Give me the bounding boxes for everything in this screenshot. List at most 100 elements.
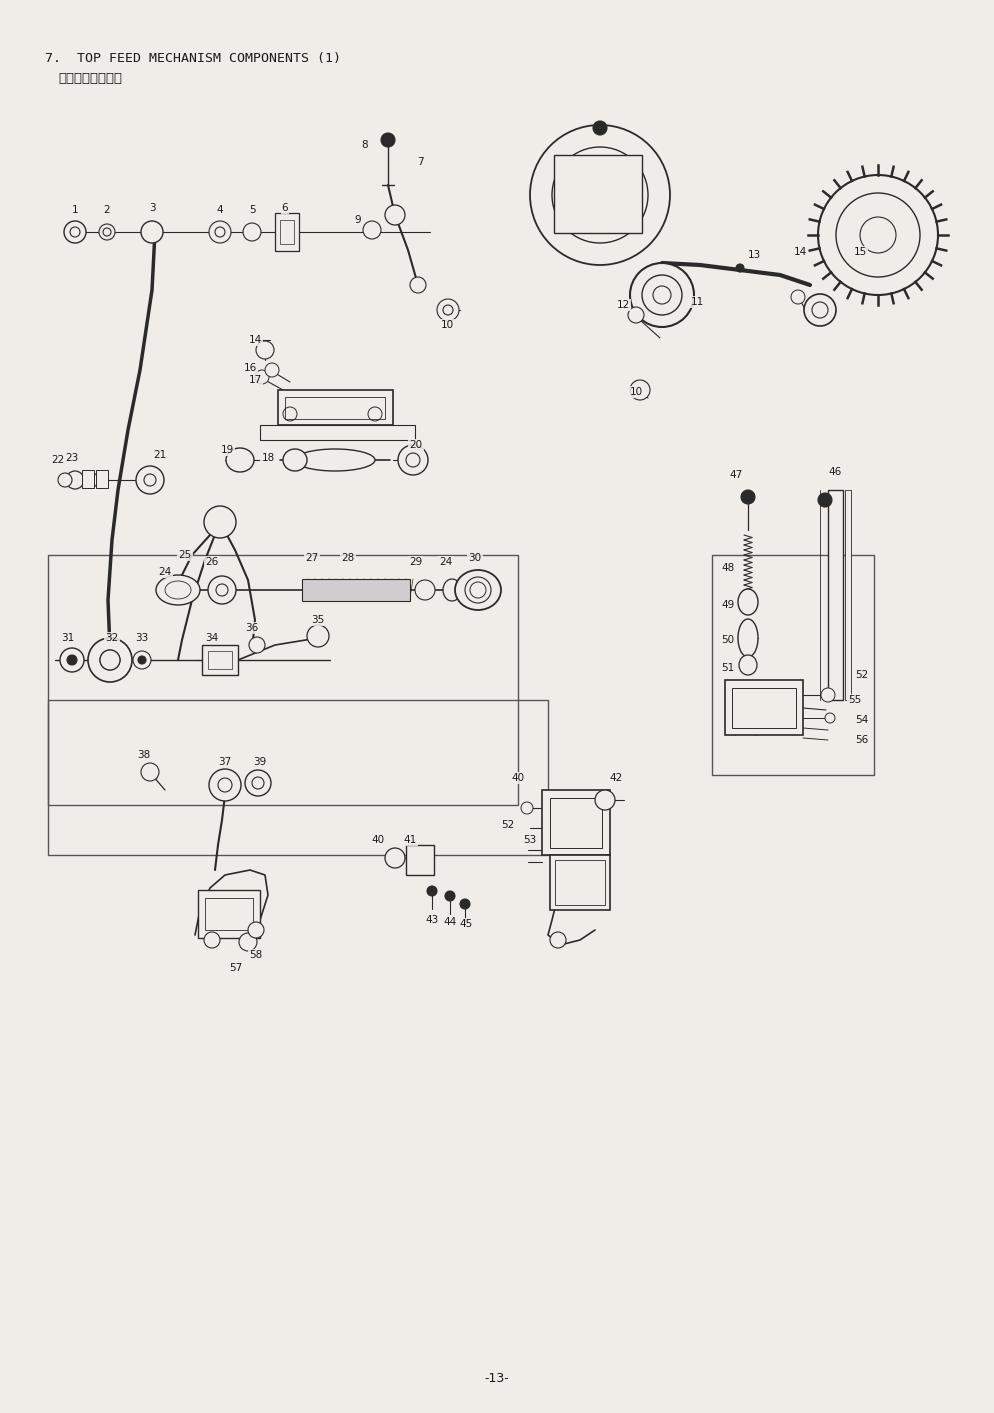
Text: 11: 11: [691, 297, 704, 307]
Text: 39: 39: [253, 757, 266, 767]
Text: 52: 52: [501, 820, 515, 829]
Text: 56: 56: [856, 735, 869, 745]
Circle shape: [427, 886, 437, 896]
Bar: [48, 555, 518, 805]
Circle shape: [88, 639, 132, 682]
Text: 10: 10: [629, 387, 642, 397]
Circle shape: [103, 227, 111, 236]
Circle shape: [818, 493, 832, 507]
Text: 40: 40: [512, 773, 525, 783]
Circle shape: [141, 220, 163, 243]
Circle shape: [58, 473, 72, 487]
Text: 49: 49: [722, 601, 735, 610]
Circle shape: [82, 472, 98, 487]
Text: 14: 14: [248, 335, 261, 345]
Text: 1: 1: [72, 205, 79, 215]
Text: 6: 6: [281, 203, 288, 213]
Circle shape: [215, 227, 225, 237]
Circle shape: [630, 263, 694, 326]
Circle shape: [99, 225, 115, 240]
Text: 25: 25: [178, 550, 192, 560]
Circle shape: [136, 466, 164, 495]
Text: 7.  TOP FEED MECHANISM COMPONENTS (1): 7. TOP FEED MECHANISM COMPONENTS (1): [45, 52, 341, 65]
Text: 23: 23: [66, 454, 79, 463]
Bar: [285, 397, 385, 420]
Bar: [725, 680, 803, 735]
Text: 55: 55: [848, 695, 862, 705]
Ellipse shape: [738, 589, 758, 615]
Circle shape: [445, 892, 455, 901]
Text: 38: 38: [137, 750, 151, 760]
Circle shape: [595, 790, 615, 810]
Circle shape: [410, 277, 426, 292]
Circle shape: [470, 582, 486, 598]
Text: 44: 44: [443, 917, 456, 927]
Circle shape: [550, 933, 566, 948]
Circle shape: [249, 637, 265, 653]
Circle shape: [443, 305, 453, 315]
Text: 24: 24: [158, 567, 172, 577]
Bar: [275, 213, 299, 252]
Circle shape: [460, 899, 470, 909]
Text: 7: 7: [416, 157, 423, 167]
Circle shape: [415, 579, 435, 601]
Circle shape: [385, 205, 405, 225]
Text: 18: 18: [261, 454, 274, 463]
Text: 2: 2: [103, 205, 110, 215]
Text: 14: 14: [793, 247, 806, 257]
Text: 47: 47: [730, 471, 743, 480]
Bar: [202, 644, 238, 675]
Circle shape: [60, 649, 84, 673]
Text: 51: 51: [722, 663, 735, 673]
Text: 50: 50: [722, 634, 735, 644]
Circle shape: [437, 300, 459, 321]
Bar: [542, 790, 610, 855]
Circle shape: [243, 223, 261, 242]
Bar: [96, 471, 108, 487]
Bar: [48, 699, 548, 855]
Text: 10: 10: [440, 319, 453, 331]
Text: 21: 21: [153, 449, 167, 461]
Text: 19: 19: [221, 445, 234, 455]
Circle shape: [265, 363, 279, 377]
Text: 30: 30: [468, 552, 481, 562]
Text: 41: 41: [404, 835, 416, 845]
Text: 15: 15: [854, 247, 867, 257]
Circle shape: [398, 445, 428, 475]
Circle shape: [381, 133, 395, 147]
Circle shape: [208, 577, 236, 603]
Circle shape: [133, 651, 151, 668]
Bar: [845, 490, 851, 699]
Text: -13-: -13-: [485, 1372, 509, 1385]
Text: 24: 24: [439, 557, 452, 567]
Bar: [732, 688, 796, 728]
Circle shape: [521, 803, 533, 814]
Circle shape: [255, 370, 269, 384]
Circle shape: [248, 923, 264, 938]
Bar: [205, 899, 253, 930]
Bar: [260, 425, 415, 439]
Circle shape: [245, 770, 271, 796]
Ellipse shape: [295, 449, 375, 471]
Text: 16: 16: [244, 363, 256, 373]
Text: 52: 52: [856, 670, 869, 680]
Bar: [82, 471, 94, 487]
Bar: [208, 651, 232, 668]
Circle shape: [804, 294, 836, 326]
Circle shape: [385, 848, 405, 868]
Bar: [302, 579, 410, 601]
Circle shape: [239, 933, 257, 951]
Circle shape: [307, 625, 329, 647]
Text: 13: 13: [747, 250, 760, 260]
Ellipse shape: [156, 575, 200, 605]
Text: 9: 9: [355, 215, 361, 225]
Circle shape: [825, 714, 835, 723]
Text: 22: 22: [52, 455, 65, 465]
Circle shape: [204, 933, 220, 948]
Text: 33: 33: [135, 633, 149, 643]
Circle shape: [630, 380, 650, 400]
Bar: [550, 798, 602, 848]
Ellipse shape: [226, 448, 254, 472]
Circle shape: [741, 490, 755, 504]
Text: 5: 5: [248, 205, 255, 215]
